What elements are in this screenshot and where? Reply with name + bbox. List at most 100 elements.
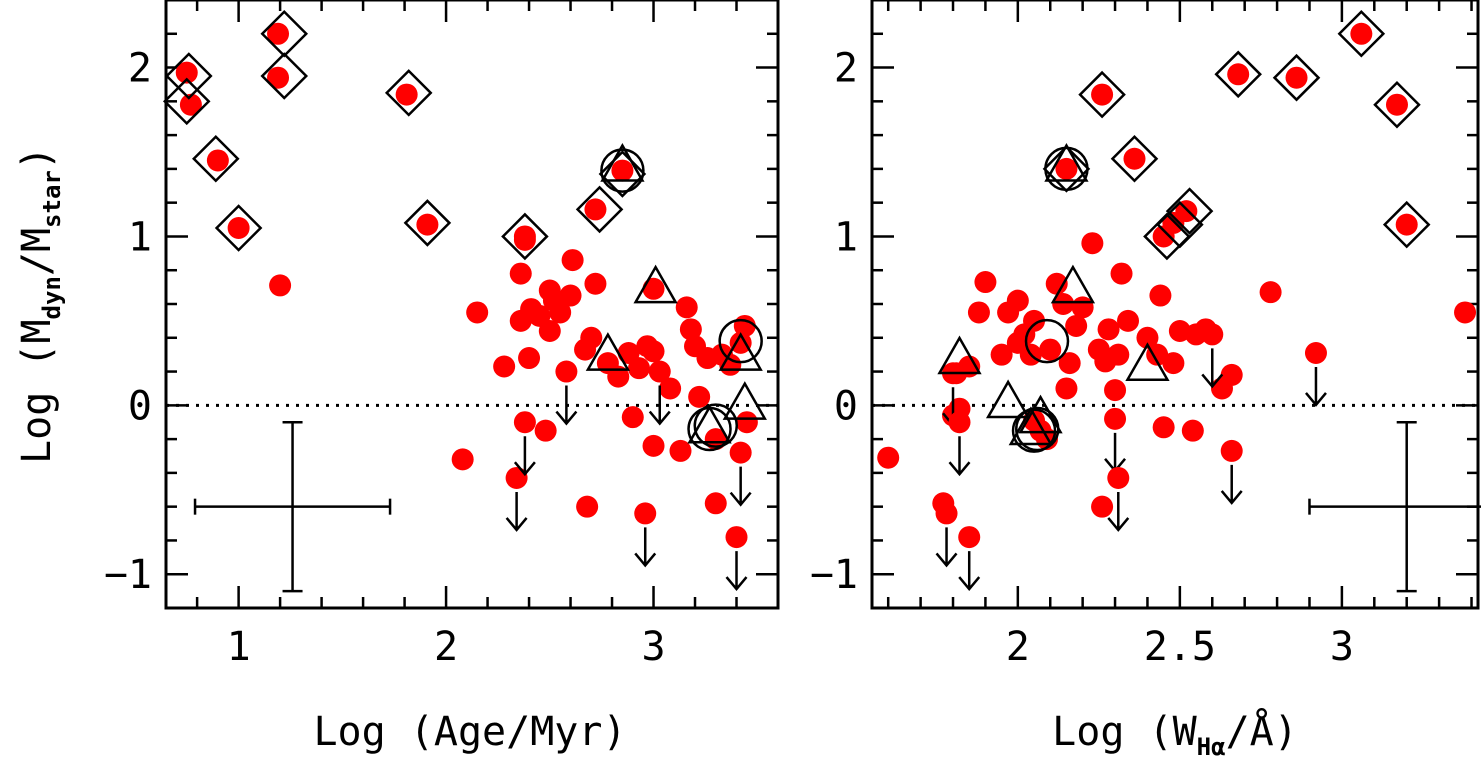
upper-limit-arrow xyxy=(555,385,578,426)
x-tick-label: 2 xyxy=(434,624,458,670)
circle-marker xyxy=(693,403,739,448)
diamond-marker xyxy=(165,52,213,100)
left-panel-age: −1 0 1 2 1 2 3 Log (Age/Myr) Log (Mdyn/Mstar) xyxy=(14,0,780,755)
upper-limit-arrow xyxy=(648,385,671,426)
data-point xyxy=(642,277,665,300)
data-point xyxy=(735,411,758,434)
triangle-marker xyxy=(1050,264,1096,304)
upper-limit-arrow xyxy=(725,551,748,592)
data-point xyxy=(395,83,418,106)
upper-limit-point xyxy=(555,360,578,383)
data-point xyxy=(493,355,516,378)
upper-limit-arrow xyxy=(1107,491,1130,532)
upper-limit-point xyxy=(1304,341,1327,364)
data-point xyxy=(267,66,290,89)
upper-limit-point xyxy=(634,502,657,525)
data-point xyxy=(513,228,536,251)
data-point xyxy=(1107,343,1130,366)
circle-marker xyxy=(1011,408,1057,453)
diamond-marker xyxy=(1272,53,1321,102)
upper-limit-point xyxy=(1201,323,1224,346)
diamond-marker xyxy=(162,77,211,126)
data-point xyxy=(1039,338,1062,361)
diamond-marker xyxy=(1337,10,1386,58)
data-point xyxy=(518,347,541,370)
diamond-marker xyxy=(501,212,549,261)
x-tick-label: 3 xyxy=(1330,624,1354,670)
data-point xyxy=(679,318,702,341)
data-point xyxy=(974,271,997,294)
data-point xyxy=(704,492,727,515)
right-plot-area: −1 0 1 2 2 2.5 3 xyxy=(810,0,1481,670)
data-point xyxy=(1152,416,1175,439)
triangle-marker xyxy=(585,332,631,371)
upper-limit-point xyxy=(725,526,748,549)
upper-limit-point xyxy=(1107,466,1130,489)
data-point xyxy=(1454,301,1477,324)
data-point xyxy=(1065,314,1088,337)
data-point xyxy=(621,406,644,429)
data-point xyxy=(580,326,603,349)
upper-limit-arrow xyxy=(935,527,958,568)
diamond-marker xyxy=(598,150,647,198)
data-point xyxy=(1110,262,1133,285)
data-point xyxy=(1055,377,1078,400)
triangle-marker xyxy=(633,264,678,304)
data-point xyxy=(559,284,582,307)
upper-limit-arrow xyxy=(1220,464,1243,505)
triangle-marker xyxy=(1018,394,1063,434)
data-point xyxy=(269,274,292,297)
diamond-marker xyxy=(1165,187,1214,235)
data-point xyxy=(1104,379,1127,402)
data-point xyxy=(1006,289,1029,312)
triangle-marker xyxy=(600,142,645,182)
triangle-marker xyxy=(722,381,767,420)
diamond-marker xyxy=(214,204,263,252)
data-point xyxy=(688,385,711,408)
data-point xyxy=(1162,211,1185,234)
data-point xyxy=(1091,83,1114,106)
data-point xyxy=(669,439,692,462)
data-point xyxy=(227,217,250,239)
data-point xyxy=(1081,232,1104,255)
data-point xyxy=(179,93,202,116)
data-point xyxy=(584,198,607,221)
upper-limit-point xyxy=(1220,439,1243,462)
data-point xyxy=(1023,309,1046,332)
triangle-marker xyxy=(1125,342,1170,382)
data-point xyxy=(729,331,752,354)
data-point xyxy=(1058,352,1081,375)
x-tick-label: 2.5 xyxy=(1144,624,1216,670)
left-x-axis-label: Log (Age/Myr) xyxy=(313,709,626,755)
upper-limit-point xyxy=(513,411,536,434)
upper-limit-arrow xyxy=(948,436,971,477)
upper-limit-point xyxy=(935,502,958,525)
data-point xyxy=(267,22,290,45)
y-tick-label: 2 xyxy=(128,46,152,92)
circle-marker xyxy=(600,148,645,193)
data-point xyxy=(607,365,630,388)
circle-marker xyxy=(687,406,732,452)
diamond-marker xyxy=(1382,200,1431,249)
diamond-marker xyxy=(260,10,309,58)
upper-limit-point xyxy=(648,360,671,383)
upper-limit-point xyxy=(948,411,971,434)
data-point xyxy=(642,434,665,457)
data-point xyxy=(1227,63,1250,86)
data-point xyxy=(175,61,198,84)
diamond-marker xyxy=(575,185,624,234)
data-point xyxy=(1045,272,1068,295)
y-tick-label: −1 xyxy=(104,552,152,598)
data-point xyxy=(659,377,682,400)
data-point xyxy=(1162,352,1185,375)
right-x-axis-label: Log (WHα/Å) xyxy=(1052,707,1298,761)
right-panel-halpha: −1 0 1 2 2 2.5 3 Log (WHα/Å) xyxy=(810,0,1481,761)
data-point xyxy=(967,301,990,324)
upper-limit-arrow xyxy=(1104,432,1127,473)
diamond-marker xyxy=(192,134,240,183)
data-point xyxy=(1395,213,1418,236)
diamond-marker xyxy=(384,69,433,117)
data-point xyxy=(990,343,1013,366)
triangle-marker xyxy=(1008,406,1053,446)
